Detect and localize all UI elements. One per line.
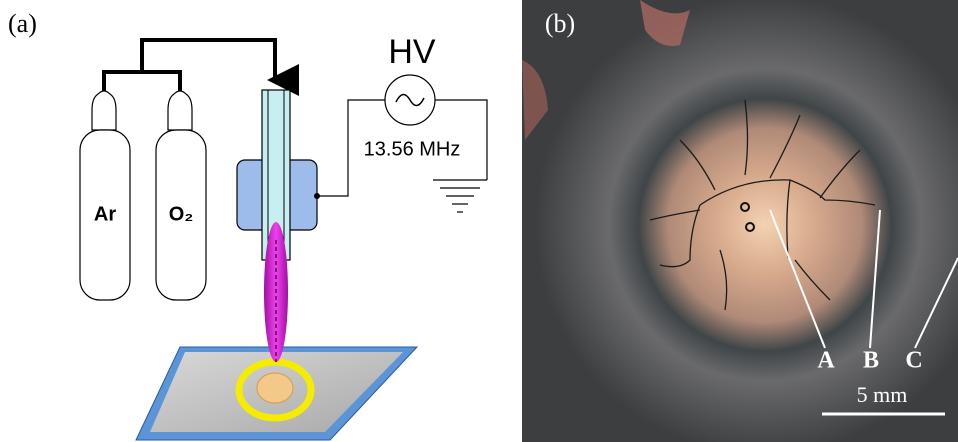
panel-b: (b) A B C 5 mm bbox=[522, 0, 958, 442]
figure: (a) Ar O₂ HV 13.56 MHz bbox=[0, 0, 958, 442]
panel-label: (b) bbox=[545, 9, 575, 38]
ground bbox=[433, 180, 487, 212]
cylinders bbox=[80, 91, 206, 300]
marker-label: C bbox=[905, 348, 922, 374]
cylinder-label: Ar bbox=[94, 203, 116, 225]
marker-label: A bbox=[817, 348, 835, 374]
panel-a: (a) Ar O₂ HV 13.56 MHz bbox=[8, 9, 487, 440]
marker-label: B bbox=[863, 348, 879, 374]
valve bbox=[168, 91, 192, 130]
gas-line bbox=[104, 40, 275, 92]
scale-bar-label: 5 mm bbox=[857, 382, 908, 407]
source-frequency: 13.56 MHz bbox=[364, 138, 461, 160]
valve bbox=[92, 91, 116, 130]
treated-spot bbox=[257, 373, 293, 403]
wire-node bbox=[314, 193, 320, 199]
cylinder-label: O₂ bbox=[169, 203, 193, 225]
source-title: HV bbox=[388, 33, 436, 71]
photo bbox=[522, 0, 958, 442]
panel-label: (a) bbox=[8, 9, 37, 38]
